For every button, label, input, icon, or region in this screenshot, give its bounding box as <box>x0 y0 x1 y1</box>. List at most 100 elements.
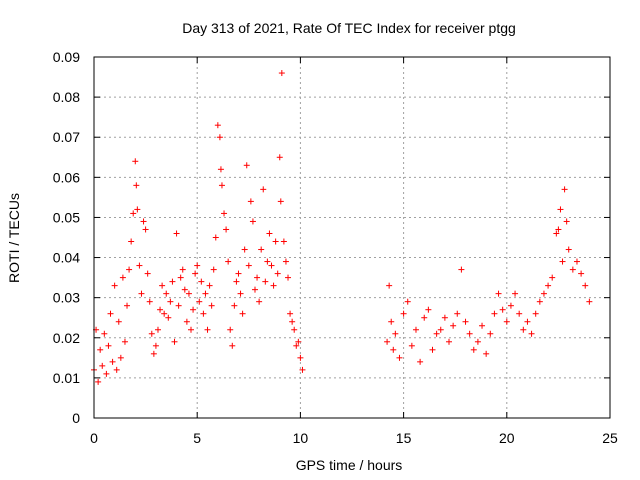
data-point <box>470 346 477 353</box>
data-point <box>128 238 135 245</box>
data-point <box>212 234 219 241</box>
y-tick-label: 0.04 <box>53 250 80 266</box>
data-point <box>503 318 510 325</box>
data-point <box>536 298 543 305</box>
data-point <box>272 238 279 245</box>
data-point <box>210 266 217 273</box>
data-point <box>194 262 201 269</box>
data-point <box>134 206 141 213</box>
data-point <box>512 290 519 297</box>
data-point <box>495 290 502 297</box>
data-point <box>239 310 246 317</box>
data-point <box>126 266 133 273</box>
data-point <box>173 230 180 237</box>
data-points <box>91 70 593 385</box>
data-point <box>479 322 486 329</box>
data-point <box>446 338 453 345</box>
data-point <box>124 302 131 309</box>
data-point <box>254 274 261 281</box>
data-point <box>262 278 269 285</box>
y-tick-label: 0.03 <box>53 290 80 306</box>
data-point <box>247 198 254 205</box>
data-point <box>99 362 106 369</box>
data-point <box>553 230 560 237</box>
data-point <box>188 326 195 333</box>
data-point <box>557 206 564 213</box>
data-point <box>241 246 248 253</box>
data-point <box>249 218 256 225</box>
data-point <box>225 258 232 265</box>
data-point <box>190 306 197 313</box>
data-point <box>384 338 391 345</box>
x-tick-label: 20 <box>499 430 515 446</box>
data-point <box>425 306 432 313</box>
data-point <box>97 346 104 353</box>
data-point <box>133 182 140 189</box>
data-point <box>270 282 277 289</box>
data-point <box>150 350 157 357</box>
x-tick-label: 25 <box>602 430 618 446</box>
plot-frame <box>93 56 611 419</box>
data-point <box>458 266 465 273</box>
data-point <box>115 318 122 325</box>
data-point <box>559 258 566 265</box>
data-point <box>421 314 428 321</box>
data-point <box>392 330 399 337</box>
data-point <box>256 298 263 305</box>
data-point <box>268 262 275 269</box>
data-point <box>130 210 137 217</box>
data-point <box>386 282 393 289</box>
data-point <box>140 218 147 225</box>
data-point <box>516 310 523 317</box>
grid-lines <box>94 57 610 418</box>
data-point <box>136 262 143 269</box>
data-point <box>532 310 539 317</box>
data-point <box>175 302 182 309</box>
data-point <box>206 282 213 289</box>
data-point <box>177 274 184 281</box>
data-point <box>266 230 273 237</box>
data-point <box>111 282 118 289</box>
x-tick-labels: 0 5 10 15 20 25 <box>90 430 618 446</box>
data-point <box>146 298 153 305</box>
data-point <box>103 370 110 377</box>
data-point <box>181 286 188 293</box>
data-point <box>417 358 424 365</box>
data-point <box>400 310 407 317</box>
data-point <box>390 346 397 353</box>
data-point <box>192 270 199 277</box>
y-tick-label: 0.09 <box>53 49 80 65</box>
data-point <box>462 318 469 325</box>
y-tick-label: 0 <box>72 410 80 426</box>
data-point <box>586 298 593 305</box>
data-point <box>251 286 258 293</box>
data-point <box>235 270 242 277</box>
data-point <box>138 290 145 297</box>
y-tick-label: 0.01 <box>53 370 80 386</box>
data-point <box>204 326 211 333</box>
data-point <box>152 342 159 349</box>
data-point <box>569 266 576 273</box>
data-point <box>142 226 149 233</box>
data-point <box>221 210 228 217</box>
y-axis-label: ROTI / TECUs <box>6 193 22 283</box>
axis-ticks <box>93 56 611 419</box>
y-tick-labels: 0 0.01 0.02 0.03 0.04 0.05 0.06 0.07 0.08 0.09 <box>53 49 80 426</box>
data-point <box>285 274 292 281</box>
data-point <box>245 262 252 269</box>
data-point <box>408 342 415 349</box>
data-point <box>545 282 552 289</box>
data-point <box>119 274 126 281</box>
x-tick-label: 10 <box>293 430 309 446</box>
data-point <box>107 310 114 317</box>
data-point <box>396 354 403 361</box>
data-point <box>218 182 225 189</box>
data-point <box>276 154 283 161</box>
x-tick-label: 0 <box>90 430 98 446</box>
data-point <box>101 330 108 337</box>
data-point <box>507 302 514 309</box>
data-point <box>274 270 281 277</box>
data-point <box>231 302 238 309</box>
data-point <box>121 338 128 345</box>
